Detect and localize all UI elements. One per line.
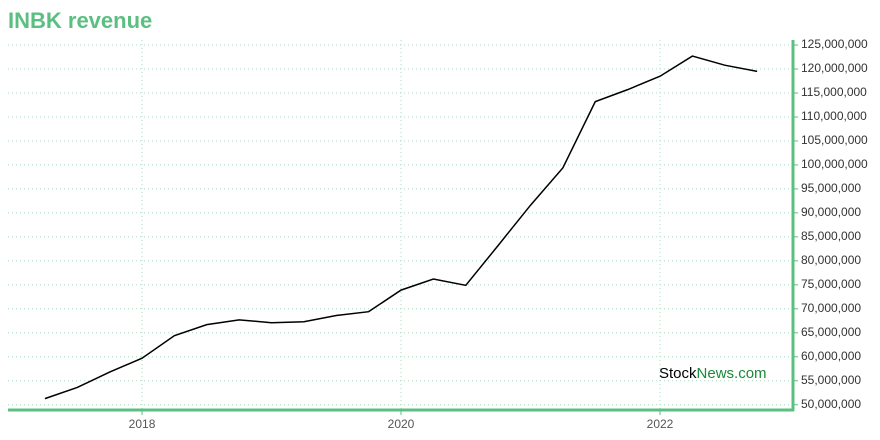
y-tick-label: 65,000,000: [801, 325, 861, 339]
y-tick-label: 85,000,000: [801, 229, 861, 243]
y-tick-label: 100,000,000: [801, 157, 868, 171]
y-tick-label: 75,000,000: [801, 277, 861, 291]
x-tick-label: 2018: [129, 417, 156, 431]
watermark: StockNews.com: [659, 365, 767, 382]
y-tick-label: 125,000,000: [801, 37, 868, 51]
y-tick-label: 105,000,000: [801, 133, 868, 147]
watermark-stock: Stock: [659, 365, 697, 382]
y-tick-label: 90,000,000: [801, 205, 861, 219]
y-tick-label: 120,000,000: [801, 61, 868, 75]
line-series: [44, 55, 758, 400]
watermark-news: News.com: [697, 365, 767, 382]
y-tick-label: 95,000,000: [801, 181, 861, 195]
y-tick-label: 80,000,000: [801, 253, 861, 267]
y-tick-label: 55,000,000: [801, 373, 861, 387]
x-tick-label: 2022: [647, 417, 674, 431]
y-tick-label: 115,000,000: [801, 85, 867, 99]
y-tick-label: 110,000,000: [801, 109, 867, 123]
y-tick-label: 60,000,000: [801, 349, 861, 363]
x-tick-label: 2020: [388, 417, 415, 431]
y-tick-label: 50,000,000: [801, 397, 861, 411]
chart-title: INBK revenue: [8, 8, 152, 33]
y-tick-label: 70,000,000: [801, 301, 861, 315]
